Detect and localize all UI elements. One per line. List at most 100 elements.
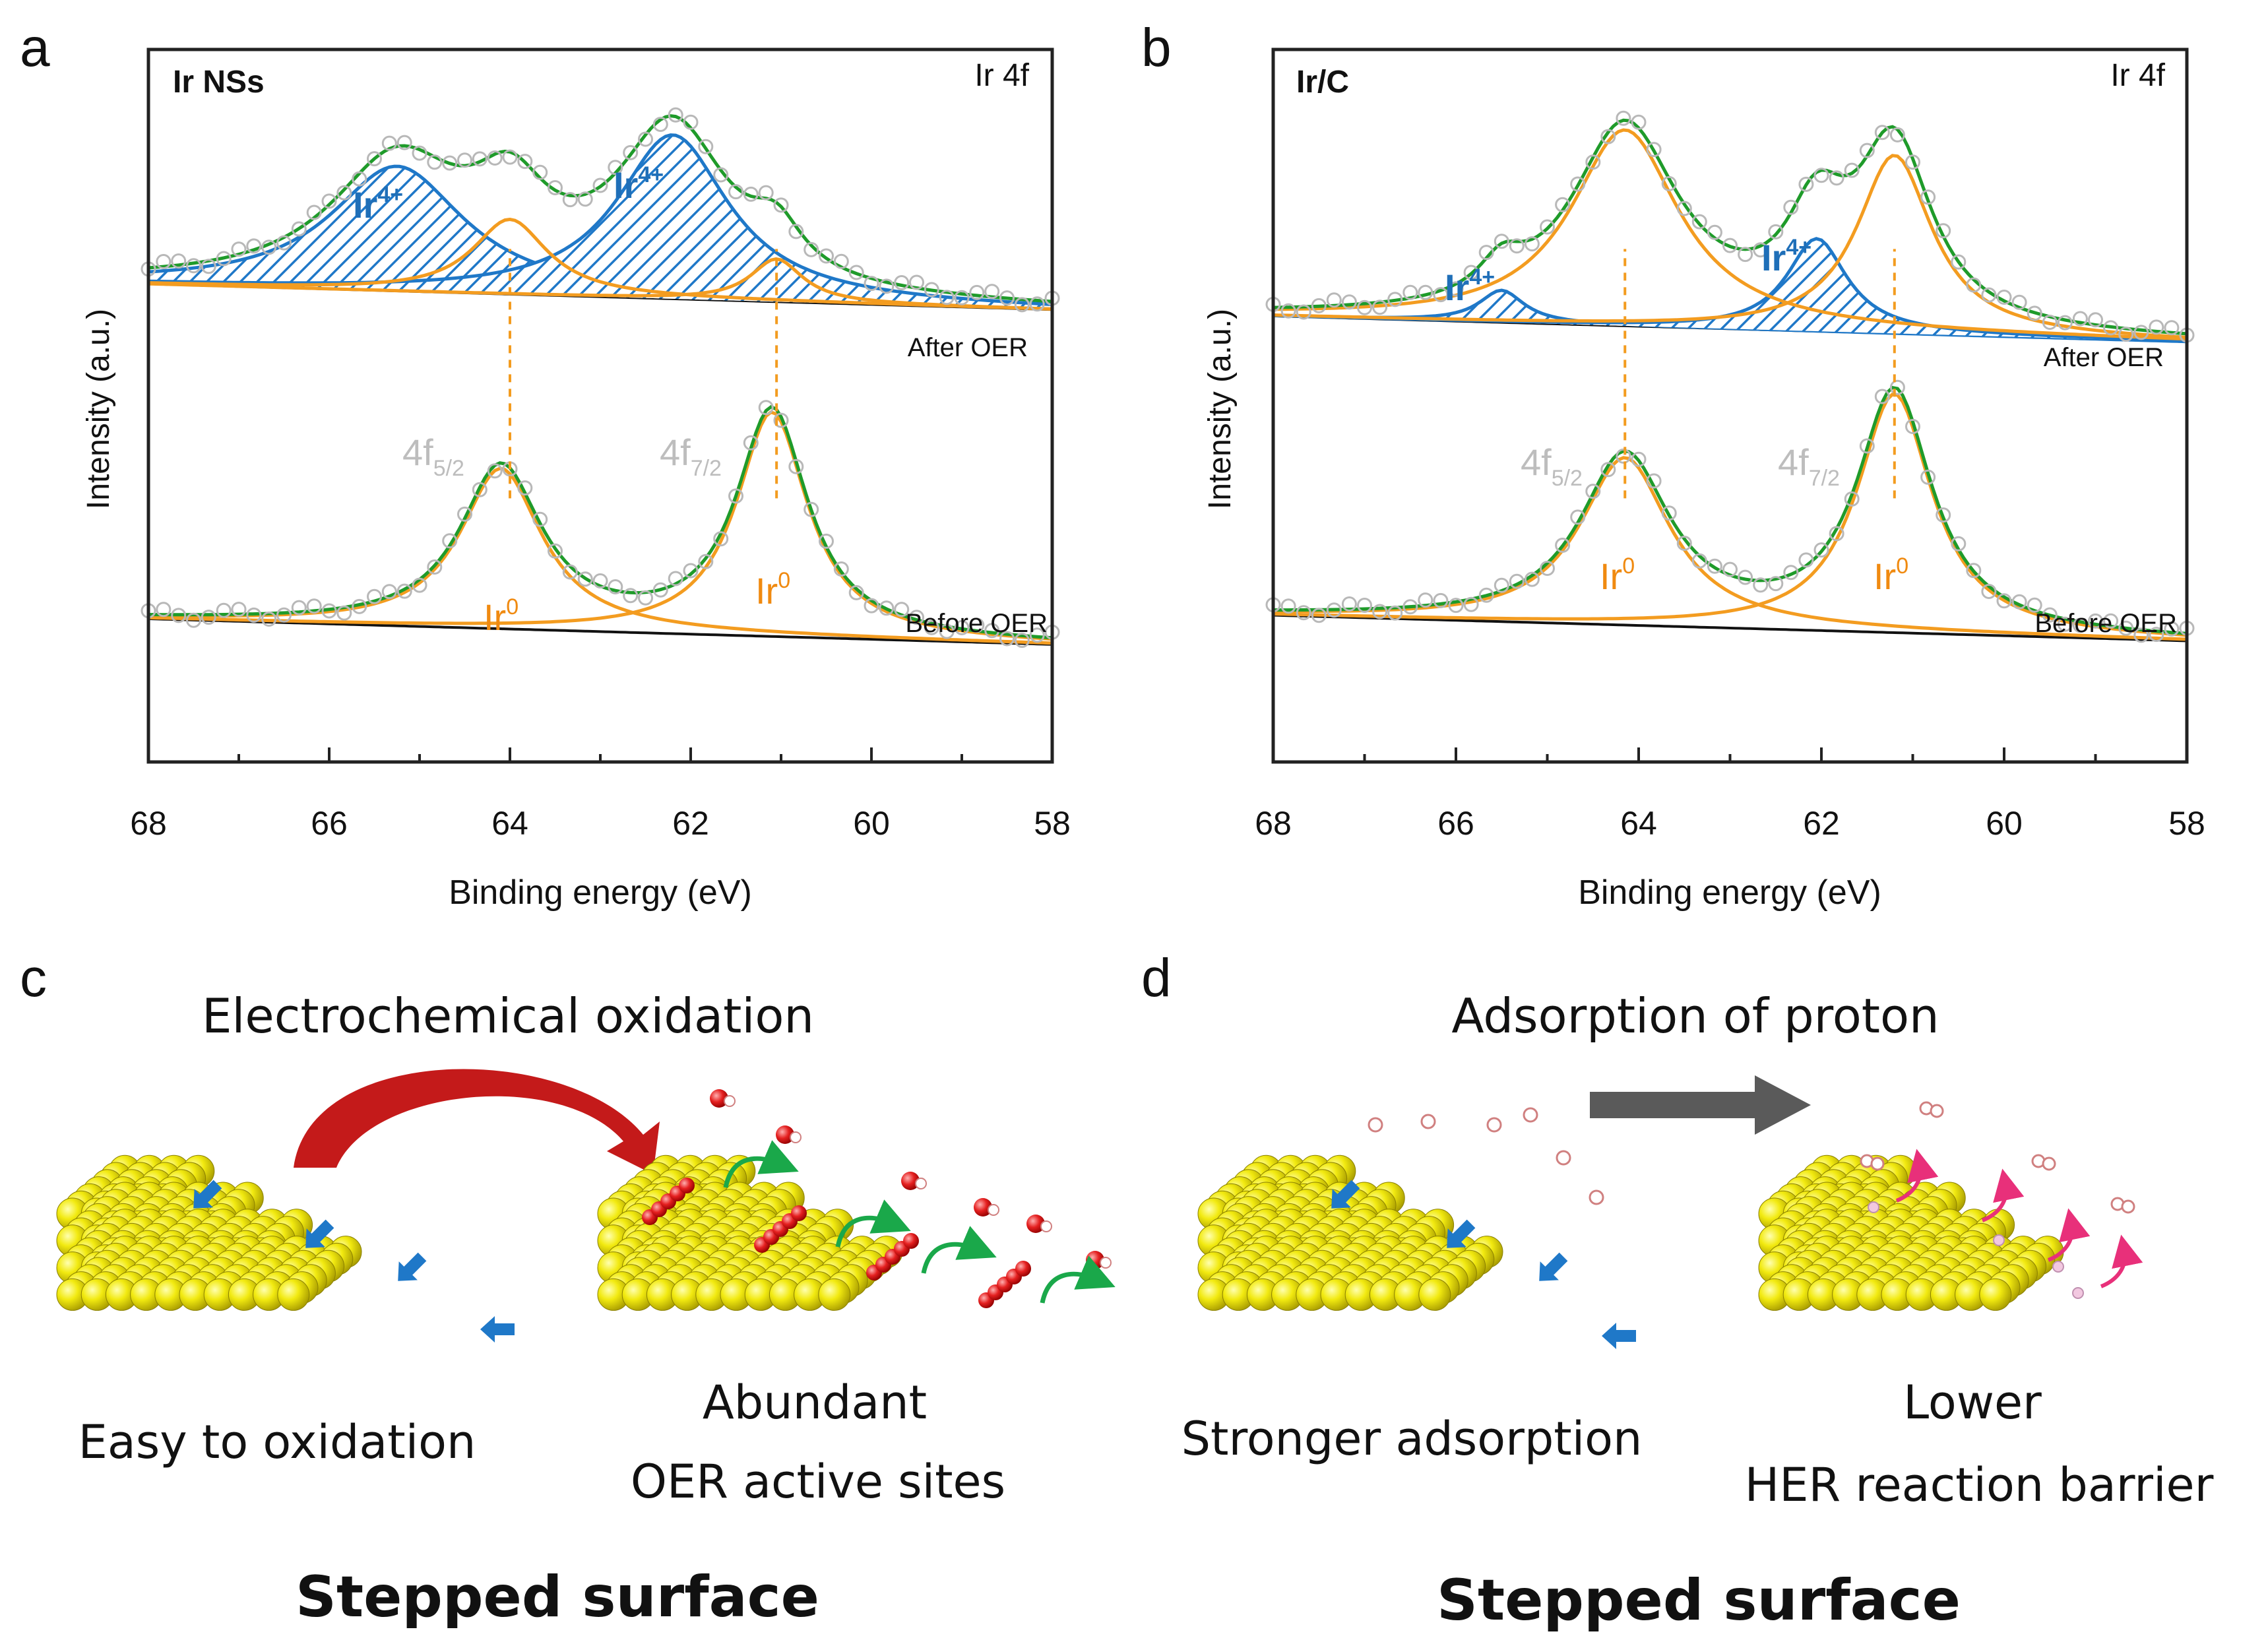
data-point: [728, 184, 743, 200]
data-point: [2103, 613, 2119, 629]
data-point: [1433, 287, 1449, 303]
data-point: [2149, 627, 2164, 643]
data-point: [1433, 592, 1449, 608]
oxygen-atom: [974, 1198, 992, 1217]
xps-chart-a: [141, 107, 1060, 762]
data-point: [1936, 507, 1951, 523]
data-point: [246, 238, 262, 254]
data-point: [2011, 594, 2027, 610]
stepped-surface-illustration: [1197, 1154, 1503, 1311]
data-point: [1966, 563, 1982, 579]
data-point: [186, 258, 201, 274]
data-point: [276, 607, 292, 623]
ir0-label: Ir0: [1600, 553, 1635, 597]
data-point: [1874, 389, 1890, 404]
data-point: [352, 171, 367, 187]
oxygen-atom: [776, 1125, 794, 1144]
x-tick-label: 66: [1437, 805, 1474, 842]
data-point: [261, 239, 277, 255]
data-point: [1357, 598, 1372, 613]
data-point: [1951, 536, 1967, 552]
data-point: [803, 241, 819, 257]
surface-oxygen: [1015, 1261, 1031, 1277]
right-caption-line2: OER active sites: [631, 1455, 1005, 1509]
data-point: [1996, 593, 2012, 609]
data-point: [1722, 237, 1738, 253]
x-tick-label: 62: [1803, 805, 1840, 842]
data-point: [487, 463, 503, 479]
data-point: [652, 117, 668, 132]
x-tick-label: 68: [130, 805, 167, 842]
data-point: [1280, 598, 1296, 614]
data-point: [864, 276, 879, 292]
data-point: [1387, 292, 1403, 307]
data-point: [352, 598, 367, 614]
data-point: [939, 290, 955, 305]
data-point: [894, 602, 910, 617]
data-point: [984, 623, 1000, 639]
data-point: [201, 610, 216, 625]
data-point: [2088, 312, 2103, 328]
data-point: [1600, 462, 1616, 478]
surface-title: Stepped surface: [1437, 1567, 1961, 1633]
before-envelope: [1273, 385, 2188, 635]
data-point: [1494, 234, 1509, 249]
data-point: [2027, 305, 2042, 321]
data-point: [954, 290, 970, 305]
left-caption: Easy to oxidation: [79, 1415, 476, 1469]
data-point: [457, 152, 472, 168]
data-point: [608, 579, 623, 594]
data-point: [171, 253, 187, 269]
data-point: [2118, 620, 2134, 636]
hydrogen-atom: [724, 1095, 736, 1107]
before-envelope: [148, 404, 1053, 640]
ir0-label: Ir0: [755, 568, 790, 612]
panel-letter: d: [1141, 948, 1172, 1008]
x-tick-label: 58: [1034, 805, 1071, 842]
proton: [1368, 1117, 1383, 1133]
data-point: [336, 605, 352, 621]
surface-oxygen: [903, 1233, 919, 1249]
data-point: [381, 135, 397, 151]
data-point: [1676, 201, 1692, 216]
data-point: [2042, 315, 2058, 330]
proton: [1523, 1107, 1538, 1123]
data-point: [939, 623, 955, 639]
data-point: [788, 224, 804, 239]
data-point: [1372, 604, 1388, 619]
data-point: [1524, 571, 1540, 587]
data-point: [879, 600, 895, 616]
data-point: [1646, 473, 1662, 489]
data-point: [216, 251, 232, 267]
right-caption-line1: Lower: [1903, 1375, 2042, 1430]
proton: [1589, 1189, 1604, 1205]
data-point: [1920, 469, 1936, 485]
adsorbed-proton: [1868, 1201, 1879, 1213]
data-point: [698, 553, 714, 569]
data-point: [1829, 526, 1844, 542]
oxidation-arrow: [294, 1069, 660, 1174]
her-arrow: [1981, 1168, 2025, 1222]
data-point: [969, 284, 985, 300]
data-point: [1478, 245, 1494, 261]
data-point: [367, 151, 382, 167]
data-point: [472, 151, 488, 167]
ir0-peak: [1273, 456, 2188, 641]
data-point: [306, 205, 322, 220]
step-edge-arrow: [398, 1252, 427, 1281]
panel-c: c Electrochemical oxidation Easy to oxid…: [20, 948, 1116, 1630]
data-point: [562, 192, 578, 208]
proton-adsorbed-surface-illustration: [1758, 1154, 2064, 1311]
data-point: [1014, 297, 1030, 313]
data-point: [1585, 484, 1601, 499]
data-point: [879, 278, 895, 294]
x-tick-label: 64: [1620, 805, 1657, 842]
data-point: [773, 412, 789, 428]
adsorbed-proton: [2072, 1287, 2084, 1299]
data-point: [743, 186, 759, 202]
data-point: [1753, 577, 1769, 593]
data-point: [1813, 542, 1829, 558]
data-point: [1829, 170, 1844, 186]
data-point: [1296, 605, 1311, 621]
